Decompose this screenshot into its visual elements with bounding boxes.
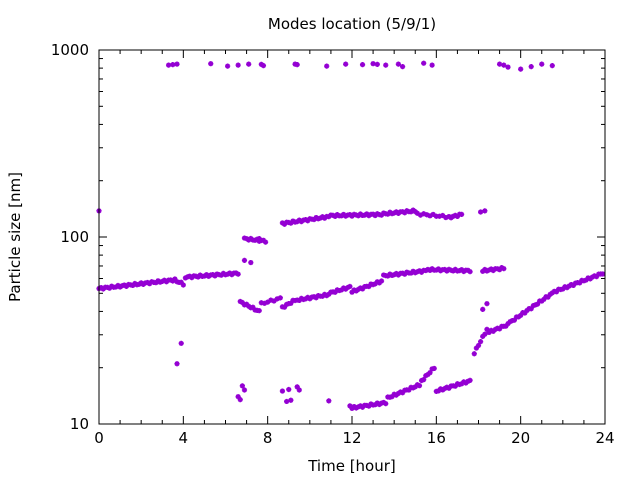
data-point: [459, 211, 465, 217]
data-point: [478, 339, 484, 345]
data-point: [534, 301, 541, 307]
y-tick-label: 100: [60, 228, 89, 246]
data-point: [294, 384, 300, 390]
data-point: [482, 208, 488, 214]
data-point: [260, 63, 267, 69]
x-tick-label: 20: [511, 429, 530, 447]
data-point: [496, 61, 503, 67]
data-point: [414, 210, 420, 216]
data-point: [279, 388, 286, 394]
data-point: [528, 64, 534, 70]
data-point: [539, 61, 545, 67]
data-point: [427, 370, 433, 376]
data-point: [482, 331, 488, 337]
y-tick-label: 10: [70, 415, 89, 433]
data-point: [271, 298, 277, 304]
data-point: [235, 62, 241, 68]
data-point: [374, 61, 380, 67]
data-point: [471, 351, 477, 357]
x-tick-label: 0: [94, 429, 104, 447]
data-point: [600, 271, 606, 277]
data-point: [235, 271, 241, 277]
data-point: [324, 63, 330, 69]
data-point: [518, 66, 524, 72]
data-point: [505, 64, 511, 70]
data-point: [343, 61, 349, 67]
y-axis: 10 100 1000: [51, 41, 605, 433]
data-point: [265, 299, 271, 305]
data-point: [174, 361, 180, 367]
data-point: [241, 257, 248, 263]
plot-frame: [98, 49, 606, 425]
data-point: [326, 398, 332, 404]
data-point: [383, 62, 389, 68]
data-point: [511, 317, 517, 323]
data-point: [256, 308, 262, 314]
x-tick-label: 8: [263, 429, 273, 447]
data-point: [475, 342, 482, 349]
data-point: [347, 283, 353, 290]
data-point: [286, 386, 292, 393]
x-axis: 0 4 8 12 16 20 24: [94, 50, 615, 447]
data-point: [225, 63, 231, 69]
y-tick-label: 1000: [51, 41, 89, 59]
data-point: [440, 212, 446, 219]
data-point: [501, 266, 507, 272]
data-point: [480, 306, 486, 313]
data-point: [174, 61, 180, 67]
data-point: [178, 340, 184, 346]
data-point: [256, 236, 262, 242]
data-point: [501, 62, 507, 68]
data-point: [359, 62, 366, 68]
data-point: [431, 365, 437, 372]
data-point: [239, 383, 245, 389]
data-point: [467, 269, 473, 275]
data-point: [395, 61, 401, 67]
data-point: [416, 383, 423, 389]
data-point: [180, 282, 186, 288]
data-point: [528, 306, 534, 312]
data-point: [288, 397, 294, 403]
data-point: [383, 401, 389, 407]
data-point: [170, 62, 176, 68]
data-point: [248, 259, 254, 266]
data-point: [370, 61, 376, 67]
data-point: [467, 377, 473, 383]
data-point: [400, 64, 406, 70]
data-point: [165, 62, 172, 68]
x-tick-label: 16: [427, 429, 446, 447]
data-point: [277, 295, 283, 301]
data-point: [478, 209, 484, 215]
data-point: [549, 63, 555, 69]
data-point: [296, 387, 302, 393]
x-axis-label: Time [hour]: [307, 457, 396, 475]
y-axis-label: Particle size [nm]: [6, 172, 24, 302]
data-point: [429, 62, 435, 68]
plot-area: [96, 60, 606, 411]
x-tick-label: 4: [179, 429, 189, 447]
data-point: [237, 397, 243, 403]
data-point: [208, 61, 214, 67]
data-point: [430, 211, 436, 218]
data-point: [484, 301, 490, 307]
data-point: [241, 387, 248, 393]
data-point: [421, 377, 427, 383]
data-point: [294, 62, 300, 68]
data-point: [246, 61, 252, 67]
data-point: [484, 326, 490, 332]
x-tick-label: 12: [342, 429, 361, 447]
data-point: [378, 278, 385, 284]
data-point: [347, 403, 353, 409]
data-point: [262, 239, 269, 245]
x-tick-label: 24: [595, 429, 614, 447]
data-point: [284, 398, 290, 405]
data-point: [421, 60, 427, 66]
chart-title: Modes location (5/9/1): [268, 15, 436, 33]
